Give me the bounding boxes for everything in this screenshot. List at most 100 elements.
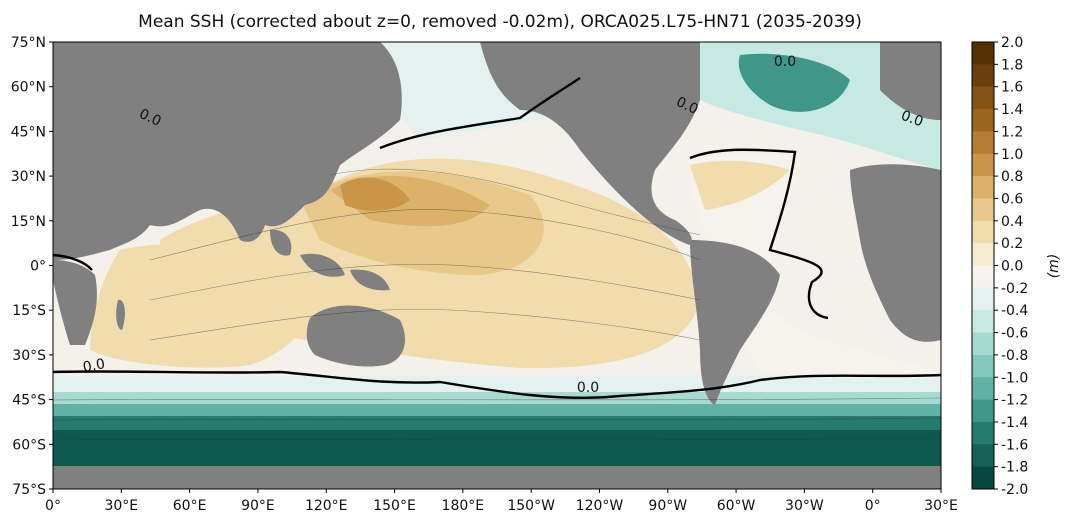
ssh-indian: [90, 244, 322, 368]
x-tick-label: 150°E: [373, 498, 416, 514]
colorbar-tick-label: 0.8: [1001, 169, 1023, 185]
contour-labels: 0.0 0.0 0.0 0.0 0.0 0.0: [82, 54, 926, 396]
colorbar-tick-label: 2.0: [1001, 35, 1023, 51]
zero-contour: [53, 77, 941, 400]
thin-contour: [329, 168, 701, 236]
y-tick-label: 15°N: [11, 214, 46, 230]
land-africa: [53, 260, 97, 345]
ssh-atlantic-gyre: [690, 160, 790, 210]
thin-contour: [53, 417, 941, 421]
ssh-band-neg: [53, 430, 941, 470]
zero-contour-south: [53, 370, 941, 400]
y-tick-label: 30°S: [12, 348, 46, 364]
colorbar-tick-label: -0.6: [1001, 326, 1028, 342]
colorbar-segment: [972, 42, 994, 65]
colorbar-segment: [972, 377, 994, 401]
land-islands: [270, 229, 292, 256]
x-tick-label: 60°E: [173, 498, 207, 514]
thin-contours: [53, 168, 941, 441]
land-africa-right: [850, 164, 941, 342]
colorbar-unit-label: (m): [1046, 254, 1062, 279]
y-tick-label: 45°N: [11, 124, 46, 140]
x-axis: 0° 30°E 60°E 90°E 120°E 150°E 180°E 150°W 120°W 9…: [45, 489, 958, 514]
x-tick-label: 120°E: [305, 498, 348, 514]
contour-label: 0.0: [774, 54, 796, 70]
x-tick-label: 120°W: [576, 498, 624, 514]
colorbar-tick-label: -2.0: [1001, 482, 1028, 498]
y-tick-label: 75°S: [12, 482, 46, 498]
ssh-field: [53, 42, 941, 470]
colorbar-tick-label: 0.6: [1001, 191, 1023, 207]
x-tick-label: 0°: [45, 498, 61, 514]
zero-contour-atlantic: [689, 148, 829, 320]
colorbar-tick-label: 0.2: [1001, 236, 1023, 252]
contour-label: 0.0: [82, 356, 107, 376]
x-tick-label: 180°E: [442, 498, 485, 514]
land-europe: [880, 42, 941, 120]
colorbar-segment: [972, 198, 994, 222]
colorbar-segment: [972, 265, 994, 289]
colorbar-tick-label: -1.2: [1001, 393, 1028, 409]
land-islands: [350, 269, 390, 291]
colorbar-tick-label: 0.0: [1001, 259, 1023, 275]
map-panel: [53, 42, 941, 489]
x-tick-label: 30°E: [924, 498, 958, 514]
colorbar-segment: [972, 176, 994, 199]
y-tick-label: 60°S: [12, 437, 46, 453]
ssh-labrador: [738, 53, 850, 112]
zero-contour-north-pacific: [379, 77, 581, 150]
x-tick-label: 90°W: [648, 498, 687, 514]
colorbar-tick-label: 1.6: [1001, 80, 1023, 96]
zero-contour-africa: [53, 253, 93, 271]
colorbar-segment: [972, 310, 994, 334]
thin-contour: [53, 437, 941, 441]
y-tick-label: 45°S: [12, 393, 46, 409]
colorbar-segment: [972, 421, 994, 445]
land-eurasia: [53, 42, 402, 260]
colorbar-tick-label: 0.4: [1001, 214, 1023, 230]
colorbar-segment: [972, 131, 994, 155]
x-tick-label: 30°E: [104, 498, 138, 514]
colorbar-segment: [972, 64, 994, 88]
ssh-pacific-high: [340, 177, 410, 211]
x-tick-label: 0°: [865, 498, 881, 514]
colorbar-tick-label: -1.6: [1001, 437, 1028, 453]
colorbar-tick-label: -0.2: [1001, 281, 1028, 297]
colorbar-segment: [972, 109, 994, 132]
colorbar-segment: [972, 399, 994, 423]
y-tick-label: 60°N: [11, 80, 46, 96]
colorbar-segment: [972, 466, 994, 490]
colorbar-segment: [972, 354, 994, 378]
ssh-band-neg: [53, 416, 941, 432]
land-north-america: [480, 42, 700, 245]
ssh-band-neg: [53, 404, 941, 418]
y-tick-label: 75°N: [11, 35, 46, 51]
colorbar-segment: [972, 220, 994, 244]
colorbar-tick-label: 1.4: [1001, 102, 1023, 118]
land-islands: [300, 253, 345, 277]
colorbar-tick-label: -1.8: [1001, 460, 1028, 476]
colorbar-tick-label: -1.4: [1001, 415, 1028, 431]
colorbar-tick-label: -1.0: [1001, 370, 1028, 386]
y-tick-label: 15°S: [12, 303, 46, 319]
x-tick-label: 30°W: [785, 498, 824, 514]
colorbar-tick-label: -0.4: [1001, 303, 1028, 319]
y-tick-label: 0°: [30, 259, 46, 275]
x-tick-label: 150°W: [507, 498, 555, 514]
contour-label: 0.0: [899, 108, 925, 131]
colorbar-segment: [972, 243, 994, 266]
colorbar-segment: [972, 86, 994, 110]
land-madagascar: [116, 299, 125, 330]
land-australia: [306, 305, 405, 367]
land: [53, 42, 941, 489]
colorbar-segment: [972, 444, 994, 468]
thin-contour: [149, 209, 701, 261]
y-axis: 75°N 60°N 45°N 30°N 15°N 0° 15°S 30°S 45°S 60°S 75…: [11, 35, 53, 498]
colorbar-tick-label: 1.0: [1001, 147, 1023, 163]
colorbar-tick-label: -0.8: [1001, 348, 1028, 364]
colorbar: 2.0 1.8 1.6 1.4 1.2 1.0 0.8 0.6 0.4 0.2 0.0 -0.2 -0.…: [971, 35, 1028, 498]
land-antarctica: [53, 466, 941, 489]
thin-contour: [149, 263, 701, 301]
thin-contour: [53, 397, 941, 401]
